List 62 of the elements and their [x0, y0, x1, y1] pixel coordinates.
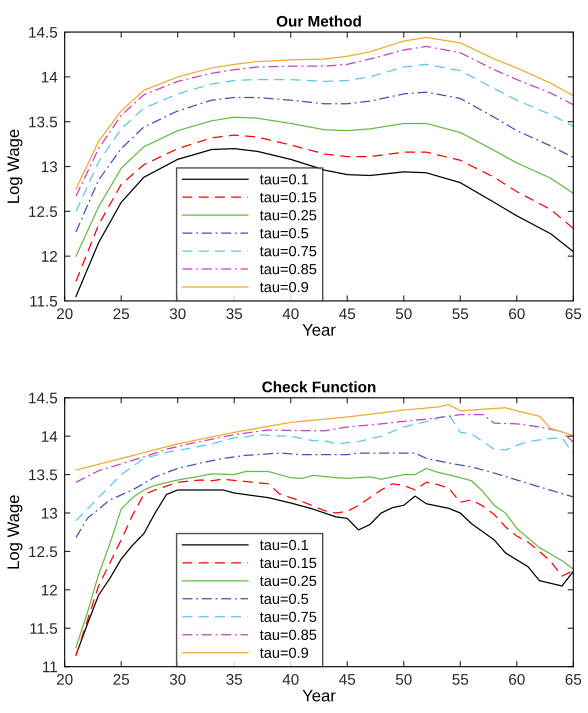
legend-label: tau=0.85 [260, 264, 316, 274]
chart-title: Our Method [276, 15, 361, 27]
line-series [75, 64, 574, 212]
x-tick-label: 20 [56, 674, 73, 685]
y-axis-title: Log Wage [8, 130, 22, 203]
y-tick-label: 11.5 [30, 296, 58, 307]
x-tick-label: 50 [396, 308, 412, 320]
y-tick-label: 14.5 [29, 27, 58, 38]
y-tick-label: 12 [42, 584, 57, 596]
legend-label: tau=0.25 [260, 576, 316, 586]
legend-label: tau=0.5 [260, 228, 308, 238]
x-tick-label: 65 [566, 308, 582, 320]
x-tick-label: 55 [452, 308, 468, 320]
legend-label: tau=0.25 [260, 210, 316, 220]
x-tick-label: 30 [170, 674, 186, 685]
x-tick-label: 20 [56, 308, 73, 320]
x-tick-label: 60 [509, 674, 525, 685]
y-tick-label: 14 [42, 431, 58, 442]
line-series [75, 452, 574, 538]
x-tick-label: 60 [509, 308, 525, 320]
x-tick-label: 25 [113, 308, 130, 320]
x-tick-label: 65 [566, 674, 582, 685]
x-tick-label: 40 [282, 674, 299, 685]
x-tick-label: 55 [452, 674, 468, 685]
legend-label: tau=0.9 [260, 282, 308, 292]
y-tick-label: 14.5 [29, 392, 58, 404]
y-tick-label: 11 [43, 662, 57, 672]
x-tick-label: 40 [282, 308, 299, 320]
x-tick-label: 30 [170, 308, 186, 320]
y-tick-label: 13 [42, 508, 58, 519]
line-series [75, 116, 574, 257]
y-tick-label: 11.5 [30, 623, 58, 634]
legend-label: tau=0.1 [260, 540, 308, 550]
line-series [75, 134, 574, 282]
y-tick-label: 13.5 [29, 116, 58, 128]
y-tick-label: 14 [42, 72, 58, 82]
line-series [75, 414, 574, 483]
x-tick-label: 25 [113, 674, 130, 685]
y-tick-label: 12.5 [29, 546, 58, 558]
line-series [75, 414, 574, 522]
y-axis-title: Log Wage [8, 495, 22, 569]
legend-label: tau=0.15 [260, 558, 316, 568]
x-tick-label: 45 [339, 308, 356, 320]
legend-label: tau=0.1 [260, 174, 308, 184]
y-tick-label: 13 [42, 161, 58, 172]
y-tick-label: 12 [42, 251, 57, 262]
x-tick-label: 35 [226, 308, 242, 320]
legend-label: tau=0.5 [260, 594, 308, 604]
x-tick-label: 45 [339, 674, 356, 685]
y-tick-label: 12.5 [29, 206, 58, 218]
x-axis-title: Year [302, 324, 336, 336]
legend-label: tau=0.15 [260, 192, 316, 202]
line-series [75, 404, 574, 471]
x-axis-title: Year [302, 690, 336, 702]
x-tick-label: 35 [226, 674, 242, 685]
legend-label: tau=0.75 [260, 612, 316, 622]
legend-label: tau=0.85 [260, 630, 316, 640]
legend-label: tau=0.9 [260, 648, 308, 658]
x-tick-label: 50 [396, 674, 412, 685]
legend-label: tau=0.75 [260, 246, 316, 256]
chart-title: Check Function [262, 381, 376, 392]
y-tick-label: 13.5 [29, 469, 58, 480]
